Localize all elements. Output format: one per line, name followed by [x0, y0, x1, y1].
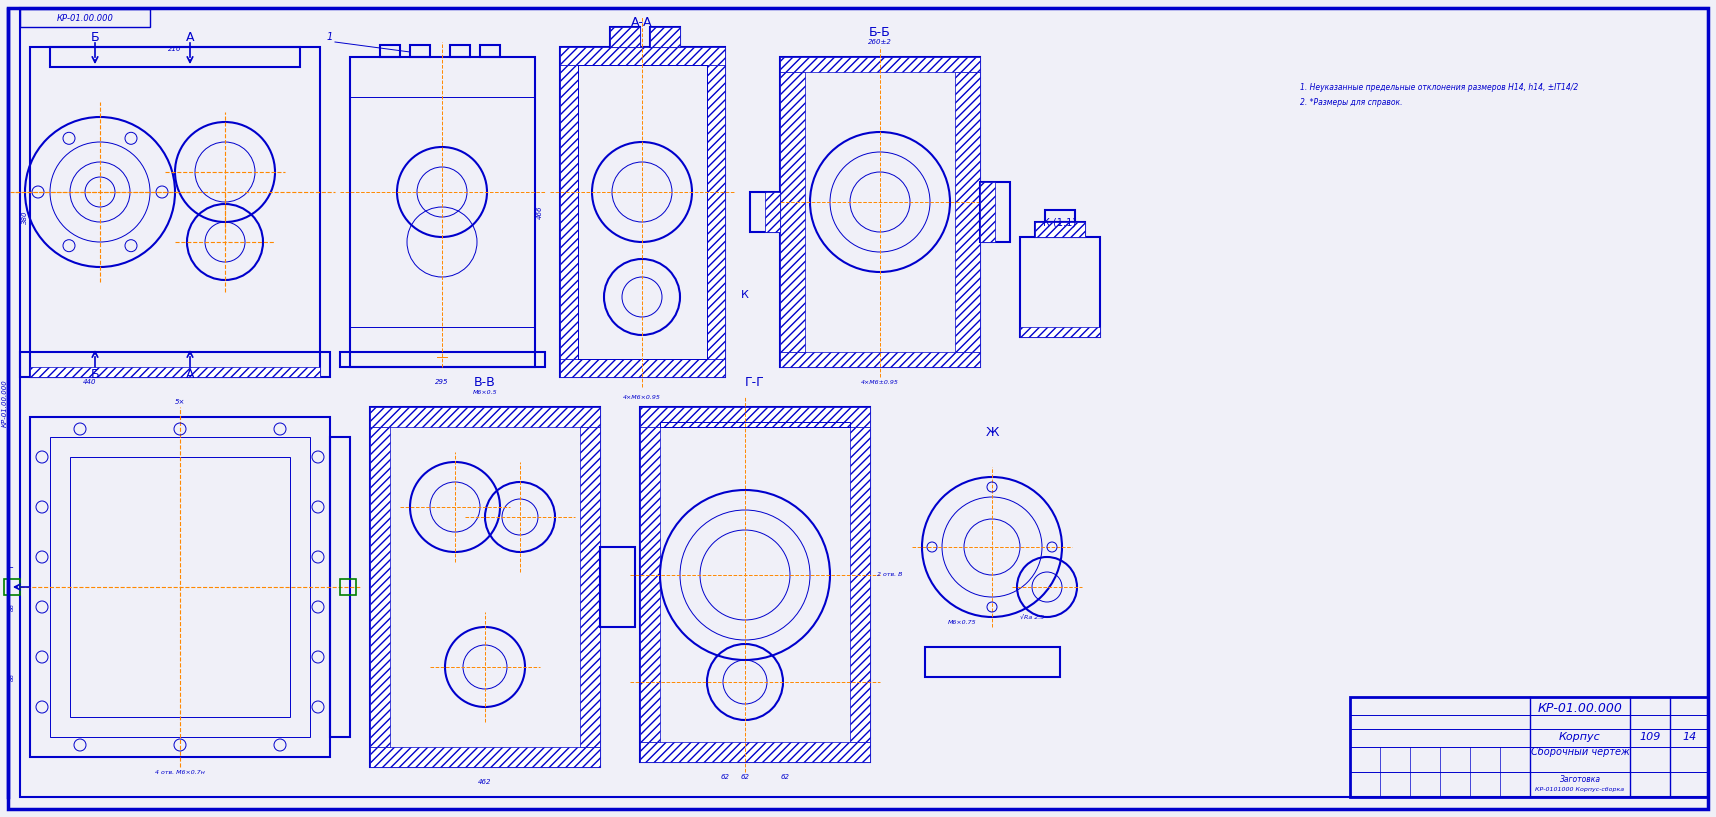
Bar — [580, 427, 601, 747]
Text: 62: 62 — [781, 774, 789, 780]
Text: 4 отв. М6×0.7н: 4 отв. М6×0.7н — [154, 770, 204, 775]
Text: А-А: А-А — [631, 16, 652, 29]
Text: Заготовка: Заготовка — [1560, 775, 1601, 784]
Text: Сборочный чертеж: Сборочный чертеж — [1531, 747, 1630, 757]
Text: КР-01.00.000: КР-01.00.000 — [2, 379, 9, 426]
Text: М6×0.5: М6×0.5 — [472, 390, 498, 395]
Text: КР-0101000 Корпус-сборка: КР-0101000 Корпус-сборка — [1536, 787, 1625, 792]
Text: А: А — [185, 30, 194, 43]
Bar — [650, 27, 680, 47]
Bar — [70, 457, 290, 717]
Bar — [29, 367, 319, 377]
Bar — [50, 437, 311, 737]
Text: 2 отв. В: 2 отв. В — [877, 573, 903, 578]
Bar — [329, 437, 350, 737]
Bar — [340, 579, 355, 595]
Bar — [707, 65, 724, 359]
Text: 109: 109 — [1639, 732, 1661, 742]
Bar — [640, 742, 870, 762]
Text: 1: 1 — [326, 32, 333, 42]
Text: Г-Г: Г-Г — [745, 376, 765, 389]
Text: 210: 210 — [168, 46, 182, 52]
Bar — [371, 747, 601, 767]
Bar — [750, 192, 781, 232]
Bar — [956, 72, 980, 352]
Bar — [781, 72, 805, 352]
Text: КР-01.00.000: КР-01.00.000 — [57, 14, 113, 23]
Text: К: К — [741, 290, 748, 300]
Bar — [21, 9, 149, 27]
Text: 466: 466 — [537, 205, 542, 219]
Bar — [350, 57, 535, 367]
Bar — [1019, 327, 1100, 337]
Text: 295: 295 — [436, 379, 450, 385]
Bar — [781, 352, 980, 367]
Text: 62: 62 — [721, 774, 729, 780]
Text: Корпус: Корпус — [1560, 732, 1601, 742]
Text: Б-Б: Б-Б — [868, 25, 891, 38]
Text: 88: 88 — [10, 603, 14, 611]
Bar — [559, 47, 724, 377]
Bar — [50, 47, 300, 67]
Bar — [781, 57, 980, 72]
Bar — [29, 47, 319, 377]
Bar — [559, 359, 724, 377]
Bar — [1045, 210, 1074, 222]
Bar — [1035, 222, 1085, 237]
Bar — [559, 65, 578, 359]
Text: 462: 462 — [479, 779, 492, 785]
Bar — [601, 547, 635, 627]
Bar — [410, 45, 431, 57]
Bar — [1035, 222, 1085, 237]
Text: 5×: 5× — [175, 399, 185, 405]
Bar — [849, 427, 870, 742]
Text: 2. *Размеры для справок.: 2. *Размеры для справок. — [1301, 97, 1402, 106]
Text: 440: 440 — [84, 379, 96, 385]
Text: 4×М6×0.95: 4×М6×0.95 — [623, 395, 661, 400]
Bar — [781, 57, 980, 367]
Text: А: А — [185, 368, 194, 381]
Text: 260±2: 260±2 — [868, 39, 892, 45]
Bar — [925, 647, 1060, 677]
Bar — [609, 27, 640, 47]
Text: 1. Неуказанные предельные отклонения размеров Н14, h14, ±IT14/2: 1. Неуказанные предельные отклонения раз… — [1301, 83, 1579, 92]
Text: √Ra 2.5: √Ra 2.5 — [1019, 614, 1043, 619]
Bar — [765, 192, 781, 232]
Bar — [980, 182, 995, 242]
Bar — [371, 407, 601, 427]
Bar — [559, 47, 724, 65]
Bar — [3, 579, 21, 595]
Text: 88: 88 — [10, 673, 14, 681]
Text: М6×0.75: М6×0.75 — [947, 619, 976, 624]
Text: КР-01.00.000: КР-01.00.000 — [1538, 703, 1622, 716]
Bar — [450, 45, 470, 57]
Text: Г: Г — [7, 567, 14, 577]
Text: К (1:1): К (1:1) — [1043, 217, 1076, 227]
Bar — [1019, 237, 1100, 337]
Bar — [371, 427, 390, 747]
Bar — [640, 407, 870, 762]
Text: 14: 14 — [1683, 732, 1697, 742]
Text: 380: 380 — [22, 210, 27, 224]
Bar — [661, 422, 849, 427]
Bar — [1350, 697, 1707, 797]
Bar — [379, 45, 400, 57]
Text: Б: Б — [91, 30, 100, 43]
Bar — [578, 65, 707, 359]
Bar — [21, 352, 329, 377]
Bar — [640, 427, 661, 742]
Bar — [650, 27, 680, 47]
Bar — [980, 182, 1011, 242]
Bar — [29, 417, 329, 757]
Text: Б: Б — [91, 368, 100, 381]
Bar — [640, 407, 870, 427]
Bar — [609, 27, 640, 47]
Text: 4×М6±0.95: 4×М6±0.95 — [861, 380, 899, 385]
Bar — [371, 407, 601, 767]
Text: 62: 62 — [741, 774, 750, 780]
Text: В-В: В-В — [474, 376, 496, 389]
Bar — [340, 352, 546, 367]
Text: Ж: Ж — [985, 426, 999, 439]
Bar — [480, 45, 499, 57]
